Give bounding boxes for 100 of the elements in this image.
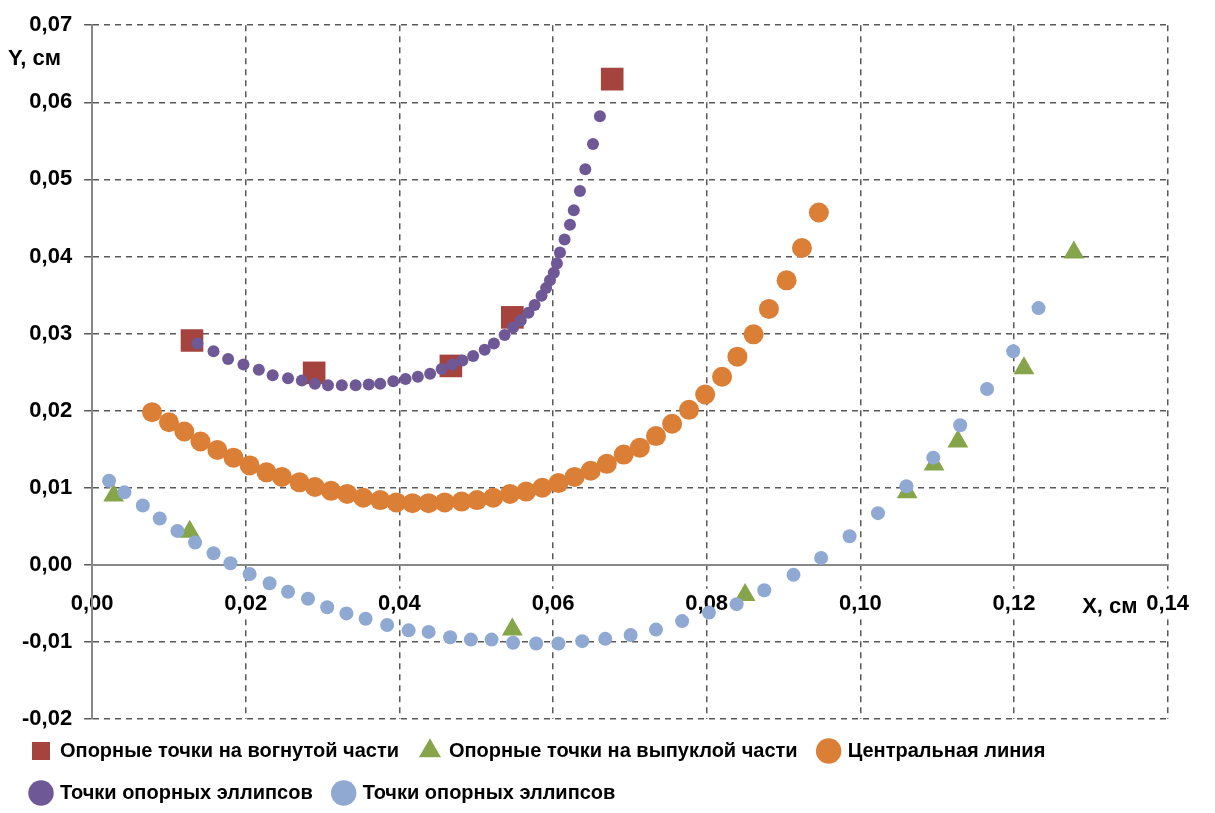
point (553, 246, 566, 259)
point (387, 375, 400, 388)
point (262, 576, 277, 591)
point (573, 184, 586, 197)
point (380, 617, 395, 632)
point (117, 485, 132, 500)
point (598, 631, 613, 646)
point (349, 379, 362, 392)
point (320, 600, 335, 615)
point (135, 498, 150, 513)
point (308, 377, 321, 390)
point (500, 483, 521, 504)
point (411, 370, 424, 383)
y-tick-label: 0,00 (29, 550, 73, 576)
point (401, 623, 416, 638)
point (370, 490, 391, 511)
y-tick-label: -0,02 (21, 705, 73, 731)
point (899, 479, 914, 494)
point (190, 431, 211, 452)
point (548, 473, 569, 494)
point (170, 523, 185, 538)
point (926, 450, 941, 465)
y-tick-label: 0,07 (29, 11, 73, 37)
y-tick-label: 0,05 (29, 165, 73, 191)
point (206, 546, 221, 561)
point (675, 614, 690, 629)
point (374, 377, 387, 390)
point (435, 363, 448, 376)
y-tick-label: -0,01 (21, 627, 73, 653)
legend-label: Опорные точки на выпуклой части (448, 738, 798, 761)
point (629, 437, 650, 458)
y-tick-label: 0,03 (29, 319, 73, 345)
point (421, 624, 436, 639)
point (266, 369, 279, 382)
point (207, 345, 220, 358)
point (516, 481, 537, 502)
point (1006, 344, 1021, 359)
point (456, 354, 469, 367)
point (695, 384, 716, 405)
point (478, 343, 491, 356)
point (399, 373, 412, 386)
point (757, 583, 772, 598)
point (814, 550, 829, 565)
point (424, 367, 437, 380)
point (463, 632, 478, 647)
point (550, 257, 563, 270)
point (786, 567, 801, 582)
point (514, 314, 527, 327)
point (337, 483, 358, 504)
point (507, 321, 520, 334)
point (358, 611, 373, 626)
x-tick-label: 0,06 (531, 590, 575, 616)
legend-label: Центральная линия (847, 738, 1046, 761)
point (271, 466, 292, 487)
point (563, 218, 576, 231)
x-tick-label: 0,10 (838, 590, 882, 616)
legend-label: Точки опорных эллипсов (60, 780, 313, 803)
point (648, 622, 663, 637)
point (102, 473, 117, 488)
point (339, 606, 354, 621)
point (712, 366, 733, 387)
point (645, 426, 666, 447)
point (743, 324, 764, 345)
point (558, 233, 571, 246)
point (776, 270, 797, 291)
y-tick-label: 0,04 (29, 242, 73, 268)
point (242, 567, 257, 582)
point (222, 353, 235, 365)
point (729, 597, 744, 612)
point (596, 453, 617, 474)
point (301, 591, 315, 606)
point (532, 477, 553, 498)
point (547, 266, 560, 279)
point (152, 511, 167, 526)
point (870, 506, 885, 521)
point (223, 447, 244, 468)
point (506, 635, 521, 650)
point (613, 444, 634, 465)
point (498, 329, 511, 342)
point (174, 421, 195, 442)
point (237, 358, 250, 371)
point (487, 337, 500, 350)
point (953, 418, 968, 433)
point (551, 636, 566, 651)
y-axis-title: Y, см (8, 45, 61, 71)
point (304, 476, 325, 497)
x-tick-label: 0,04 (378, 590, 422, 616)
point (567, 204, 580, 217)
point (662, 413, 683, 434)
point (679, 399, 700, 420)
x-tick-label: 0,14 (1146, 590, 1190, 616)
point (434, 492, 455, 513)
point (295, 374, 308, 387)
point (1031, 301, 1046, 316)
point (623, 627, 638, 642)
point (758, 298, 779, 319)
point (467, 490, 487, 511)
point (223, 556, 238, 571)
point (188, 535, 203, 550)
point (727, 346, 748, 367)
